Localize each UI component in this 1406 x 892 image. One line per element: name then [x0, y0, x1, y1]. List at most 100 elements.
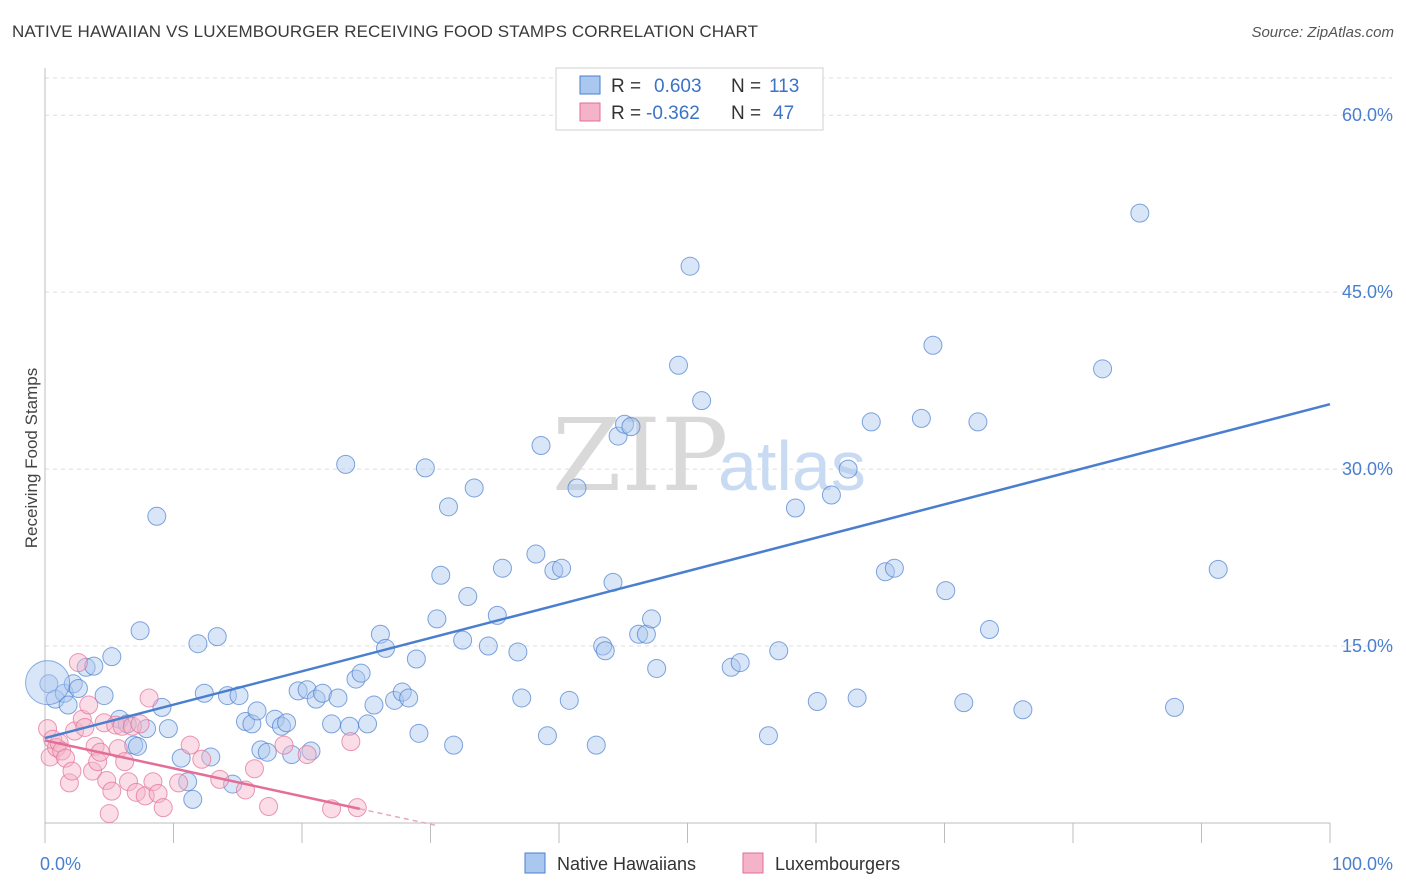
point-luxembourgers-10 — [68, 653, 88, 673]
bottom-legend: Native Hawaiians Luxembourgers — [524, 852, 900, 874]
point-luxembourgers-21 — [102, 781, 122, 801]
x-tick-label-1: 100.0% — [1332, 854, 1393, 874]
point-native-hawaiians-99 — [838, 459, 858, 479]
point-luxembourgers-19 — [97, 771, 117, 791]
point-native-hawaiians-112 — [1130, 203, 1150, 223]
point-luxembourgers-26 — [119, 772, 139, 792]
point-native-hawaiians-103 — [884, 558, 904, 578]
point-luxembourgers-35 — [169, 773, 189, 793]
trend-line-luxembourgers — [44, 739, 361, 811]
grid-lines — [45, 77, 1392, 647]
trend-lines — [44, 403, 1331, 827]
y-tick-label-1: 30.0% — [1342, 459, 1393, 479]
point-native-hawaiians-82 — [608, 426, 628, 446]
chart-title: NATIVE HAWAIIAN VS LUXEMBOURGER RECEIVIN… — [12, 22, 759, 41]
point-native-hawaiians-114 — [1208, 559, 1228, 579]
point-native-hawaiians-53 — [385, 690, 405, 710]
point-native-hawaiians-25 — [207, 627, 227, 647]
watermark-zip: ZIP — [552, 397, 728, 514]
point-native-hawaiians-90 — [680, 256, 700, 276]
bottom-legend-swatch-luxembourgers — [742, 852, 764, 874]
point-native-hawaiians-44 — [328, 688, 348, 708]
legend-r-label-2: R = — [611, 103, 641, 124]
point-luxembourgers-43 — [297, 745, 317, 765]
point-native-hawaiians-3 — [58, 695, 78, 715]
point-luxembourgers-45 — [341, 732, 361, 752]
point-luxembourgers-42 — [274, 735, 294, 755]
point-native-hawaiians-101 — [861, 412, 881, 432]
axes — [44, 68, 1331, 843]
point-native-hawaiians-98 — [821, 485, 841, 505]
bottom-legend-swatch-native-hawaiians — [524, 852, 546, 874]
legend-box: R = 0.603 N = 113 R = -0.362 N = 47 — [555, 67, 824, 131]
point-native-hawaiians-47 — [346, 669, 366, 689]
point-native-hawaiians-110 — [1013, 700, 1033, 720]
point-native-hawaiians-30 — [242, 714, 262, 734]
source-credit: Source: ZipAtlas.com — [1251, 24, 1394, 41]
point-luxembourgers-33 — [148, 784, 168, 804]
point-native-hawaiians-86 — [636, 624, 656, 644]
trend-line-native-hawaiians — [44, 403, 1331, 740]
y-axis-label-group: Receiving Food Stamps — [22, 368, 41, 548]
point-native-hawaiians-7 — [84, 656, 104, 676]
point-native-hawaiians-35 — [271, 716, 291, 736]
point-luxembourgers-29 — [130, 714, 150, 734]
point-native-hawaiians-109 — [979, 620, 999, 640]
bottom-legend-luxembourgers: Luxembourgers — [775, 854, 900, 874]
point-native-hawaiians-66 — [478, 636, 498, 656]
y-tick-label-3: 60.0% — [1342, 105, 1393, 125]
point-native-hawaiians-91 — [692, 391, 712, 411]
point-luxembourgers-7 — [59, 773, 79, 793]
point-native-hawaiians-68 — [492, 558, 512, 578]
point-native-hawaiians-40 — [301, 741, 321, 761]
legend-r-value-2: -0.362 — [646, 103, 700, 124]
point-luxembourgers-8 — [62, 761, 82, 781]
point-native-hawaiians-36 — [277, 713, 297, 733]
point-native-hawaiians-50 — [364, 695, 384, 715]
point-luxembourgers-27 — [122, 716, 142, 736]
point-native-hawaiians-56 — [406, 649, 426, 669]
legend-swatch-native-hawaiians — [579, 75, 601, 95]
point-luxembourgers-31 — [139, 688, 159, 708]
point-native-hawaiians-96 — [785, 498, 805, 518]
point-native-hawaiians-9 — [102, 647, 122, 667]
point-native-hawaiians-21 — [183, 789, 203, 809]
point-luxembourgers-41 — [259, 796, 279, 816]
point-native-hawaiians-78 — [586, 735, 606, 755]
point-native-hawaiians-105 — [923, 335, 943, 355]
bottom-legend-native-hawaiians: Native Hawaiians — [557, 854, 696, 874]
point-native-hawaiians-107 — [954, 693, 974, 713]
point-native-hawaiians-76 — [559, 690, 579, 710]
point-native-hawaiians-73 — [537, 726, 557, 746]
point-native-hawaiians-71 — [526, 544, 546, 564]
point-native-hawaiians-77 — [567, 478, 587, 498]
point-native-hawaiians-64 — [458, 587, 478, 606]
y-tick-label-2: 45.0% — [1342, 282, 1393, 302]
point-native-hawaiians-92 — [721, 657, 741, 677]
legend-n-label-1: N = — [731, 76, 761, 97]
point-native-hawaiians-74 — [544, 561, 564, 581]
y-axis-label: Receiving Food Stamps — [22, 368, 41, 548]
point-native-hawaiians-37 — [282, 745, 302, 765]
point-native-hawaiians-58 — [415, 458, 435, 478]
point-luxembourgers-37 — [192, 749, 212, 769]
point-native-hawaiians-108 — [968, 412, 988, 432]
legend-n-label-2: N = — [731, 103, 761, 124]
point-native-hawaiians-111 — [1093, 359, 1113, 379]
point-native-hawaiians-22 — [188, 634, 208, 654]
point-luxembourgers-14 — [83, 761, 103, 781]
y-tick-label-0: 15.0% — [1342, 636, 1393, 656]
point-native-hawaiians-59 — [427, 609, 447, 629]
point-native-hawaiians-57 — [409, 723, 429, 743]
point-luxembourgers-40 — [244, 759, 264, 779]
legend-r-label-1: R = — [611, 76, 641, 97]
point-native-hawaiians-34 — [265, 709, 285, 729]
point-native-hawaiians-42 — [313, 683, 333, 703]
point-native-hawaiians-60 — [431, 565, 451, 585]
legend-swatch-luxembourgers — [579, 102, 601, 122]
point-native-hawaiians-43 — [322, 714, 342, 734]
point-native-hawaiians-61 — [438, 497, 458, 517]
point-luxembourgers-36 — [180, 735, 200, 755]
point-native-hawaiians-69 — [508, 642, 528, 662]
tick-labels: 15.0% 30.0% 45.0% 60.0% 0.0% 100.0% — [40, 105, 1393, 874]
